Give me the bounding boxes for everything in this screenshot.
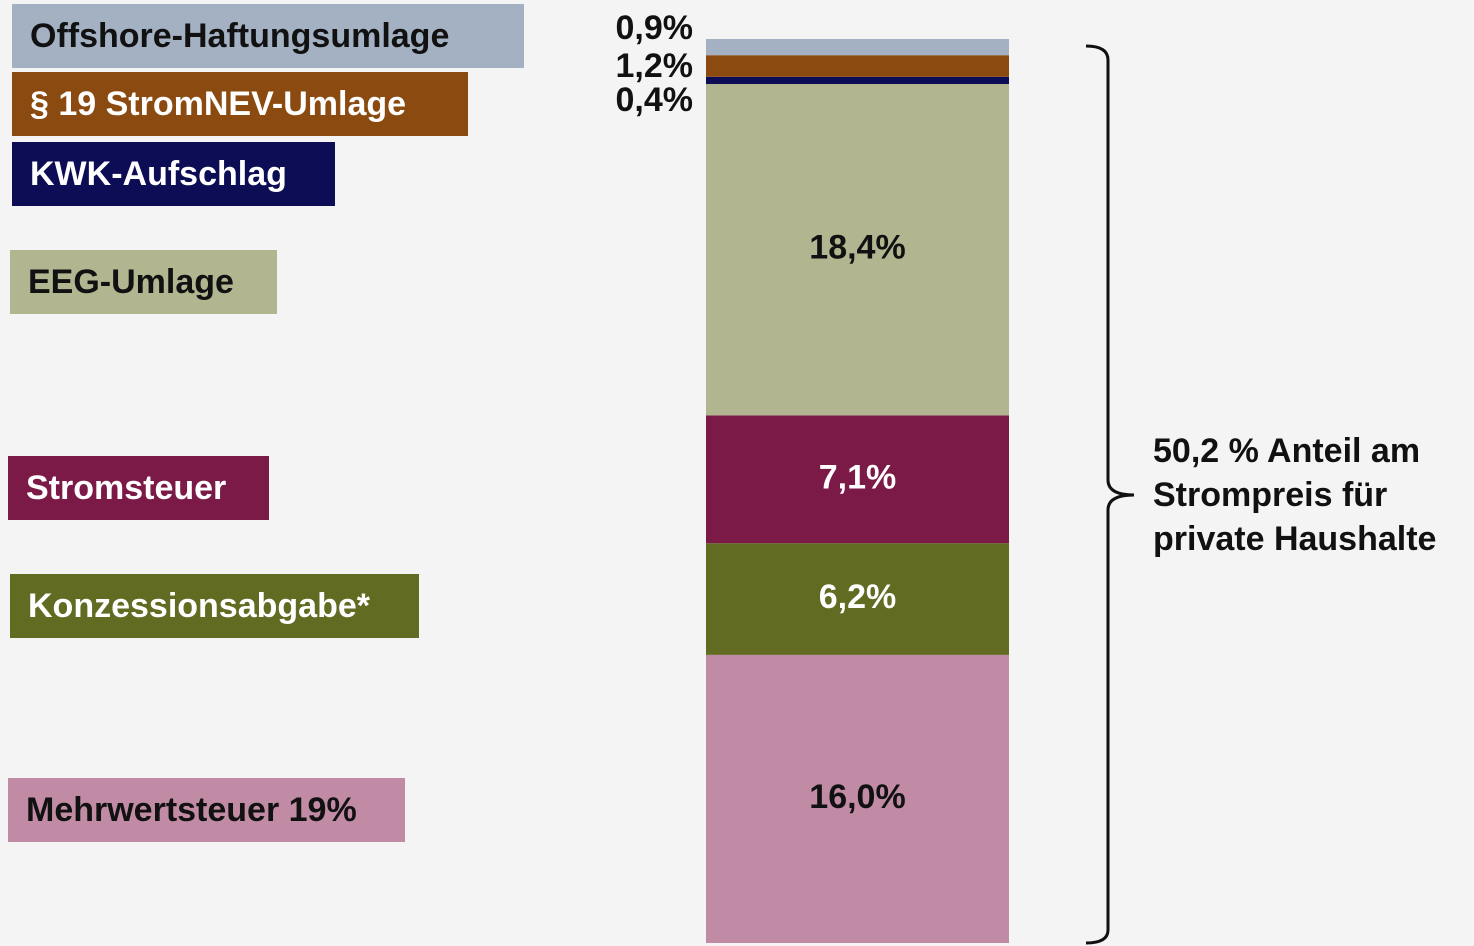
legend-box [10, 250, 277, 314]
value-label: 18,4% [809, 229, 905, 267]
bar-segment [706, 654, 1009, 943]
legend-label: KWK-Aufschlag [30, 155, 287, 193]
legend-label: Stromsteuer [26, 469, 226, 507]
value-label: 6,2% [819, 578, 897, 616]
brace [1085, 44, 1135, 945]
bar-segment [706, 55, 1009, 77]
legend-box [12, 72, 468, 136]
value-label: 7,1% [819, 458, 897, 496]
bar-segment [706, 543, 1009, 655]
bar-segment [706, 84, 1009, 416]
legend-box [8, 456, 269, 520]
bar-segment [706, 76, 1009, 85]
value-label: 1,2% [616, 47, 694, 85]
legend-label: § 19 StromNEV-Umlage [30, 85, 406, 123]
annotation: Strompreis für [1153, 476, 1387, 514]
annotation: 50,2 % Anteil am [1153, 432, 1420, 470]
annotation: private Haushalte [1153, 520, 1436, 558]
legend-box [12, 142, 335, 206]
legend-label: Konzessionsabgabe* [28, 587, 371, 625]
legend-box [12, 4, 524, 68]
value-label: 16,0% [809, 778, 905, 816]
legend-box [8, 778, 405, 842]
legend-label: Mehrwertsteuer 19% [26, 791, 357, 829]
value-label: 0,4% [616, 81, 694, 119]
legend-label: EEG-Umlage [28, 263, 234, 301]
legend-label: Offshore-Haftungsumlage [30, 17, 449, 55]
legend-box [10, 574, 419, 638]
value-label: 0,9% [616, 9, 694, 47]
bar-segment [706, 415, 1009, 544]
bar-segment [706, 39, 1009, 56]
